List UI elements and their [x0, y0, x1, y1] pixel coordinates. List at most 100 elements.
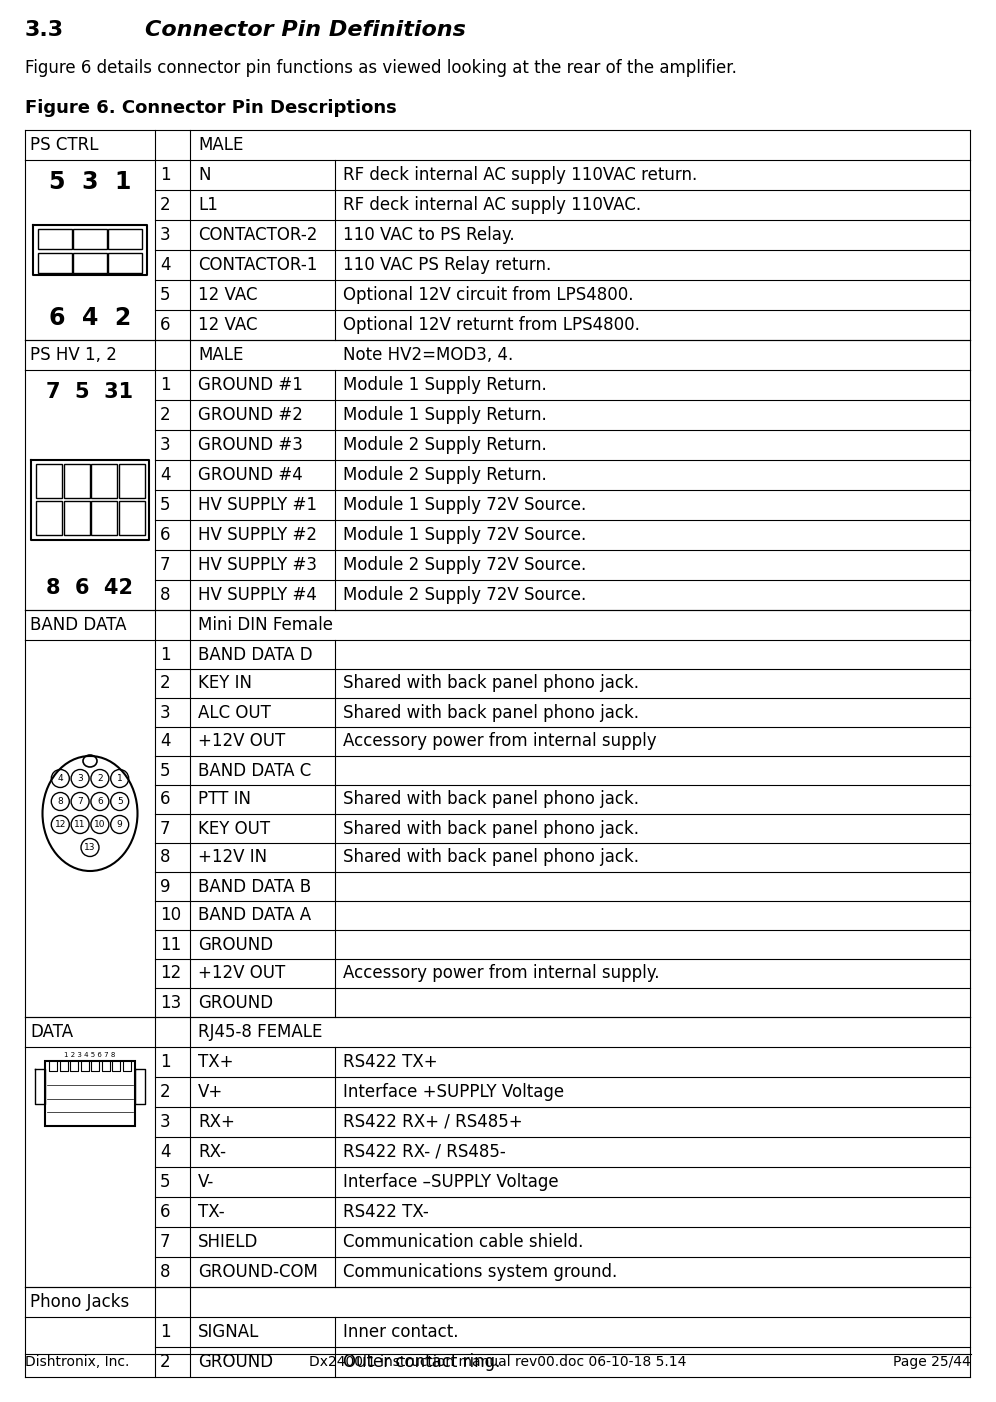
Text: Shared with back panel phono jack.: Shared with back panel phono jack.: [343, 848, 639, 866]
Text: 3: 3: [160, 704, 170, 722]
Text: 2: 2: [160, 407, 170, 423]
Bar: [73, 229, 107, 250]
Text: 8  6  42: 8 6 42: [47, 578, 133, 599]
Text: Dishtronix, Inc.: Dishtronix, Inc.: [25, 1354, 129, 1368]
Text: 1: 1: [160, 1053, 170, 1071]
Bar: [108, 252, 142, 273]
Text: Figure 6. Connector Pin Descriptions: Figure 6. Connector Pin Descriptions: [25, 100, 396, 116]
Text: 6  4  2: 6 4 2: [49, 306, 131, 329]
Text: 1 2 3 4 5 6 7 8: 1 2 3 4 5 6 7 8: [65, 1052, 116, 1059]
Text: 3.3: 3.3: [25, 20, 64, 41]
Text: 9: 9: [117, 820, 123, 829]
Bar: [73, 252, 107, 273]
Text: CONTACTOR-1: CONTACTOR-1: [198, 257, 318, 273]
Text: RS422 RX- / RS485-: RS422 RX- / RS485-: [343, 1143, 506, 1161]
Text: 8: 8: [160, 1263, 170, 1281]
Bar: [36, 464, 62, 498]
Text: RS422 TX-: RS422 TX-: [343, 1203, 428, 1221]
Text: HV SUPPLY #3: HV SUPPLY #3: [198, 557, 317, 573]
Text: V-: V-: [198, 1173, 214, 1192]
Text: 1: 1: [160, 645, 170, 663]
Text: N: N: [198, 165, 210, 184]
Bar: [64, 464, 90, 498]
Text: Module 2 Supply Return.: Module 2 Supply Return.: [343, 465, 547, 484]
Text: Module 1 Supply Return.: Module 1 Supply Return.: [343, 407, 547, 423]
Text: TX+: TX+: [198, 1053, 233, 1071]
Text: 2: 2: [160, 1082, 170, 1101]
Text: RF deck internal AC supply 110VAC.: RF deck internal AC supply 110VAC.: [343, 196, 641, 215]
Bar: [45, 1061, 135, 1126]
Text: BAND DATA C: BAND DATA C: [198, 761, 311, 780]
Text: 12 VAC: 12 VAC: [198, 315, 258, 334]
Text: Shared with back panel phono jack.: Shared with back panel phono jack.: [343, 820, 639, 837]
Bar: [38, 252, 72, 273]
Text: V+: V+: [198, 1082, 223, 1101]
Text: GROUND: GROUND: [198, 1353, 273, 1371]
Text: GROUND-COM: GROUND-COM: [198, 1263, 318, 1281]
Text: BAND DATA A: BAND DATA A: [198, 907, 311, 924]
Text: RS422 TX+: RS422 TX+: [343, 1053, 437, 1071]
Text: Inner contact.: Inner contact.: [343, 1323, 458, 1340]
Bar: [91, 464, 117, 498]
Text: 12 VAC: 12 VAC: [198, 286, 258, 304]
Text: HV SUPPLY #4: HV SUPPLY #4: [198, 586, 317, 604]
Text: 2: 2: [160, 196, 170, 215]
Text: 11: 11: [160, 935, 181, 953]
Text: Optional 12V circuit from LPS4800.: Optional 12V circuit from LPS4800.: [343, 286, 633, 304]
Text: +12V IN: +12V IN: [198, 848, 267, 866]
Text: 7: 7: [160, 820, 170, 837]
Text: 8: 8: [160, 586, 170, 604]
Text: Shared with back panel phono jack.: Shared with back panel phono jack.: [343, 674, 639, 693]
Text: 3: 3: [160, 436, 170, 454]
Text: RS422 RX+ / RS485+: RS422 RX+ / RS485+: [343, 1113, 523, 1131]
Text: HV SUPPLY #2: HV SUPPLY #2: [198, 526, 317, 544]
Text: 11: 11: [75, 820, 86, 829]
Text: SIGNAL: SIGNAL: [198, 1323, 259, 1340]
Text: Note HV2=MOD3, 4.: Note HV2=MOD3, 4.: [343, 346, 513, 365]
Text: BAND DATA D: BAND DATA D: [198, 645, 313, 663]
Text: 4: 4: [160, 1143, 170, 1161]
Text: 12: 12: [160, 965, 181, 983]
Text: 5: 5: [117, 796, 123, 806]
Text: 4: 4: [160, 465, 170, 484]
Text: Module 1 Supply Return.: Module 1 Supply Return.: [343, 376, 547, 394]
Text: 5: 5: [160, 761, 170, 780]
Text: PTT IN: PTT IN: [198, 791, 251, 809]
Text: Communications system ground.: Communications system ground.: [343, 1263, 618, 1281]
Text: 1: 1: [117, 774, 123, 782]
Text: 6: 6: [160, 526, 170, 544]
Text: 6: 6: [97, 796, 103, 806]
Text: 6: 6: [160, 791, 170, 809]
Text: +12V OUT: +12V OUT: [198, 732, 285, 750]
Bar: [38, 229, 72, 250]
Text: ALC OUT: ALC OUT: [198, 704, 271, 722]
Text: HV SUPPLY #1: HV SUPPLY #1: [198, 496, 317, 515]
Text: Mini DIN Female: Mini DIN Female: [198, 615, 333, 634]
Text: 2: 2: [97, 774, 103, 782]
Text: GROUND #2: GROUND #2: [198, 407, 303, 423]
Text: 8: 8: [160, 848, 170, 866]
Text: 5: 5: [160, 496, 170, 515]
Text: Connector Pin Definitions: Connector Pin Definitions: [145, 20, 466, 41]
Text: Interface –SUPPLY Voltage: Interface –SUPPLY Voltage: [343, 1173, 559, 1192]
Text: GROUND #3: GROUND #3: [198, 436, 303, 454]
Text: PS CTRL: PS CTRL: [30, 136, 99, 154]
Text: KEY IN: KEY IN: [198, 674, 252, 693]
Text: Optional 12V returnt from LPS4800.: Optional 12V returnt from LPS4800.: [343, 315, 639, 334]
Text: RJ45-8 FEMALE: RJ45-8 FEMALE: [198, 1023, 323, 1042]
Text: 4: 4: [58, 774, 63, 782]
Text: Accessory power from internal supply: Accessory power from internal supply: [343, 732, 656, 750]
Text: Module 2 Supply 72V Source.: Module 2 Supply 72V Source.: [343, 557, 587, 573]
Text: 6: 6: [160, 1203, 170, 1221]
Bar: [91, 501, 117, 536]
Text: Dx2400l1 instruction manual rev00.doc 06-10-18 5.14: Dx2400l1 instruction manual rev00.doc 06…: [310, 1354, 686, 1368]
Text: GROUND #4: GROUND #4: [198, 465, 303, 484]
Text: +12V OUT: +12V OUT: [198, 965, 285, 983]
Text: GROUND: GROUND: [198, 935, 273, 953]
Text: 2: 2: [160, 674, 170, 693]
Text: Phono Jacks: Phono Jacks: [30, 1293, 129, 1311]
Text: GROUND #1: GROUND #1: [198, 376, 303, 394]
Bar: [119, 501, 144, 536]
Text: 110 VAC PS Relay return.: 110 VAC PS Relay return.: [343, 257, 551, 273]
Text: PS HV 1, 2: PS HV 1, 2: [30, 346, 117, 365]
